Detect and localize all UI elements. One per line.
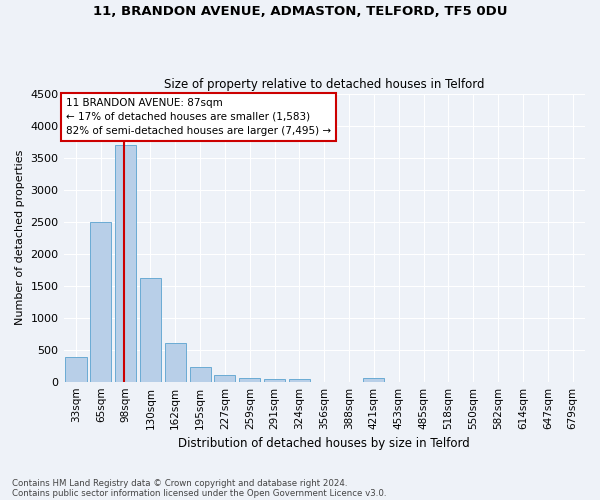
Bar — [214, 374, 235, 382]
Bar — [190, 367, 211, 382]
Bar — [289, 379, 310, 382]
Text: 11 BRANDON AVENUE: 87sqm
← 17% of detached houses are smaller (1,583)
82% of sem: 11 BRANDON AVENUE: 87sqm ← 17% of detach… — [66, 98, 331, 136]
Text: 11, BRANDON AVENUE, ADMASTON, TELFORD, TF5 0DU: 11, BRANDON AVENUE, ADMASTON, TELFORD, T… — [93, 5, 507, 18]
Text: Contains HM Land Registry data © Crown copyright and database right 2024.: Contains HM Land Registry data © Crown c… — [12, 478, 347, 488]
Bar — [264, 379, 285, 382]
Title: Size of property relative to detached houses in Telford: Size of property relative to detached ho… — [164, 78, 485, 91]
Bar — [65, 358, 86, 382]
Bar — [90, 222, 112, 382]
Bar — [140, 278, 161, 382]
Bar — [239, 378, 260, 382]
Bar — [165, 344, 186, 382]
Bar — [115, 145, 136, 382]
Text: Contains public sector information licensed under the Open Government Licence v3: Contains public sector information licen… — [12, 488, 386, 498]
Bar — [364, 378, 385, 382]
X-axis label: Distribution of detached houses by size in Telford: Distribution of detached houses by size … — [178, 437, 470, 450]
Y-axis label: Number of detached properties: Number of detached properties — [15, 150, 25, 326]
